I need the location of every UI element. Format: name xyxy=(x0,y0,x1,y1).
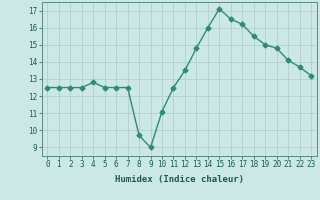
X-axis label: Humidex (Indice chaleur): Humidex (Indice chaleur) xyxy=(115,175,244,184)
